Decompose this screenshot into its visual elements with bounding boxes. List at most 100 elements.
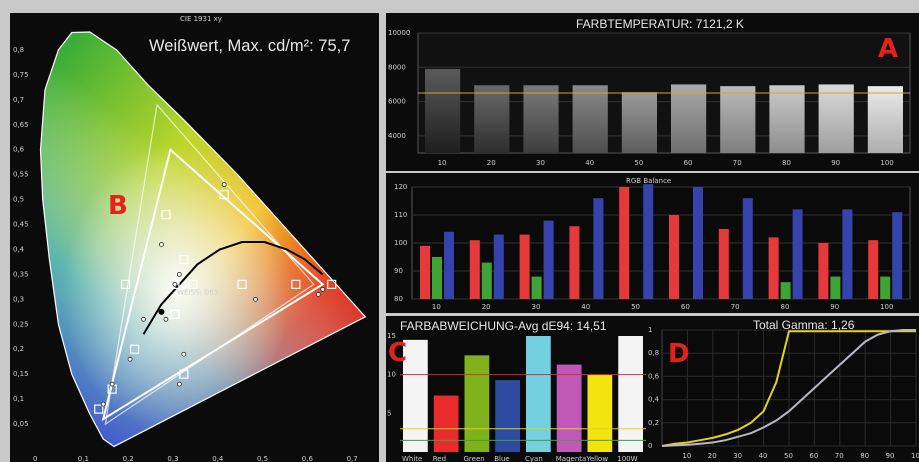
cie-y-tick: 0,15 — [13, 370, 29, 378]
cie-target-point — [179, 369, 189, 379]
gamma-y-tick: 0,4 — [648, 396, 660, 404]
rgb-x-tick: 40 — [581, 303, 590, 311]
rgb-x-tick: 70 — [731, 303, 740, 311]
gamma-series-line-0 — [661, 330, 916, 447]
temp-bar — [769, 85, 805, 153]
rgb-x-tick: 30 — [532, 303, 541, 311]
cie-y-tick: 0,2 — [13, 345, 24, 353]
cie-y-tick: 0,6 — [13, 146, 25, 154]
cie-locus-outline — [39, 31, 367, 448]
rgb-title: RGB Balance — [626, 177, 671, 185]
cie-chart-panel: 0,05 0,1 0,15 0,2 0,25 0,3 0,35 0,4 0,45 0,5 0,55 0… — [10, 13, 379, 462]
rgb-bar-1 — [830, 276, 841, 299]
cie-x-tick: 0,1 — [78, 455, 89, 462]
de-x-tick: Red — [433, 455, 446, 462]
rgb-y-tick: 110 — [394, 211, 407, 219]
rgb-bar-2 — [643, 184, 654, 299]
rgb-bar-0 — [469, 240, 480, 299]
cie-x-tick: 0,7 — [347, 455, 358, 462]
cie-y-tick: 0,3 — [13, 295, 24, 303]
de-x-tick: Blue — [494, 455, 510, 462]
rgb-bar-1 — [531, 276, 542, 299]
cie-target-point — [170, 309, 180, 319]
rgb-bar-2 — [543, 220, 554, 299]
cie-measured-point — [221, 182, 227, 188]
cie-target-point — [120, 279, 131, 289]
gamma-y-tick: 0,2 — [648, 419, 659, 427]
cie-measured-point — [253, 296, 258, 302]
temp-x-tick: 20 — [487, 159, 496, 167]
temp-bar — [474, 85, 510, 153]
cie-y-tick: 0,25 — [13, 320, 29, 328]
cie-x-tick: 0,4 — [212, 455, 224, 462]
rgb-bar-0 — [669, 215, 679, 299]
cie-y-tick: 0,4 — [13, 245, 25, 253]
temp-bar — [867, 86, 903, 153]
cie-x-tick: 0,2 — [123, 455, 134, 462]
cie-target-point — [219, 190, 229, 200]
temp-bar — [720, 86, 756, 153]
temp-bar — [621, 92, 657, 153]
de-x-tick: Magenta — [556, 455, 587, 462]
cie-x-tick: 0,6 — [302, 455, 314, 462]
rgb-bar-0 — [420, 245, 430, 299]
de-x-tick: Cyan — [525, 455, 543, 462]
gamma-x-tick: 30 — [733, 452, 742, 460]
de-x-tick: Yellow — [586, 455, 609, 462]
cie-measured-point — [109, 381, 115, 387]
cie-measured-point — [163, 316, 169, 322]
rgb-x-tick: 90 — [830, 303, 839, 311]
cie-measured-point — [100, 401, 106, 407]
temp-bar — [523, 85, 559, 153]
cie-white-point-label: WEISS: D65 — [177, 288, 218, 296]
rgb-y-tick: 80 — [394, 295, 403, 303]
gamma-y-tick: 0,6 — [648, 372, 660, 380]
color-temperature-panel: 4000 6000 8000 10000 10 20 30 40 50 60 70 80 90 100 FA… — [386, 13, 919, 171]
temp-x-tick: 30 — [536, 159, 545, 167]
rgb-bar-0 — [868, 240, 879, 299]
cie-measured-gamut-triangle — [104, 103, 315, 426]
rgb-bar-0 — [519, 234, 530, 299]
gamma-x-tick: 60 — [809, 452, 818, 460]
de-bar — [433, 395, 459, 452]
cie-y-tick: 0,75 — [13, 71, 29, 79]
cie-measured-point — [320, 286, 326, 292]
rgb-bar-1 — [780, 282, 791, 299]
rgb-bar-0 — [569, 226, 580, 299]
cie-target-point — [179, 254, 189, 265]
rgb-y-tick: 120 — [394, 183, 407, 191]
temp-title: FARBTEMPERATUR: 7121,2 K — [576, 17, 744, 31]
de-bar — [403, 339, 428, 452]
temp-x-tick: 80 — [782, 159, 791, 167]
rgb-bar-0 — [718, 229, 729, 299]
rgb-bar-2 — [593, 198, 604, 299]
de-bar — [556, 364, 582, 452]
cie-x-tick: 0,5 — [257, 455, 268, 462]
cie-black-point — [158, 308, 165, 315]
cie-y-tick: 0,1 — [13, 395, 24, 403]
de-y-tick: 10 — [387, 371, 396, 379]
cie-target-point — [327, 279, 337, 289]
gamma-x-tick: 100 — [911, 452, 919, 460]
cie-planckian-locus — [142, 241, 324, 335]
de-marker-c: C — [388, 338, 407, 368]
cie-measured-point — [159, 242, 164, 247]
temp-bar — [572, 85, 608, 153]
rgb-x-tick: 10 — [432, 303, 441, 311]
rgb-bar-0 — [768, 237, 779, 299]
cie-target-point — [161, 209, 171, 220]
rgb-x-tick: 60 — [681, 303, 690, 311]
cie-title: CIE 1931 xy — [180, 15, 222, 23]
temp-bar — [425, 69, 461, 153]
cie-y-tick: 0,55 — [13, 171, 29, 179]
de-title: FARBABWEICHUNG-Avg dE94: 14,51 — [400, 319, 607, 333]
gamma-x-tick: 50 — [784, 452, 793, 460]
cie-measured-point — [176, 381, 182, 387]
de-bar — [495, 380, 520, 452]
gamma-x-tick: 90 — [886, 452, 895, 460]
de-bar — [587, 374, 613, 452]
temp-marker-a: A — [878, 34, 898, 64]
temp-y-tick: 10000 — [388, 29, 410, 37]
rgb-balance-chart: 80 90 100 110 120 10 20 30 40 50 60 70 80 90 100 RGB Ba… — [394, 177, 911, 311]
cie-locus-white-overlay — [40, 32, 366, 447]
